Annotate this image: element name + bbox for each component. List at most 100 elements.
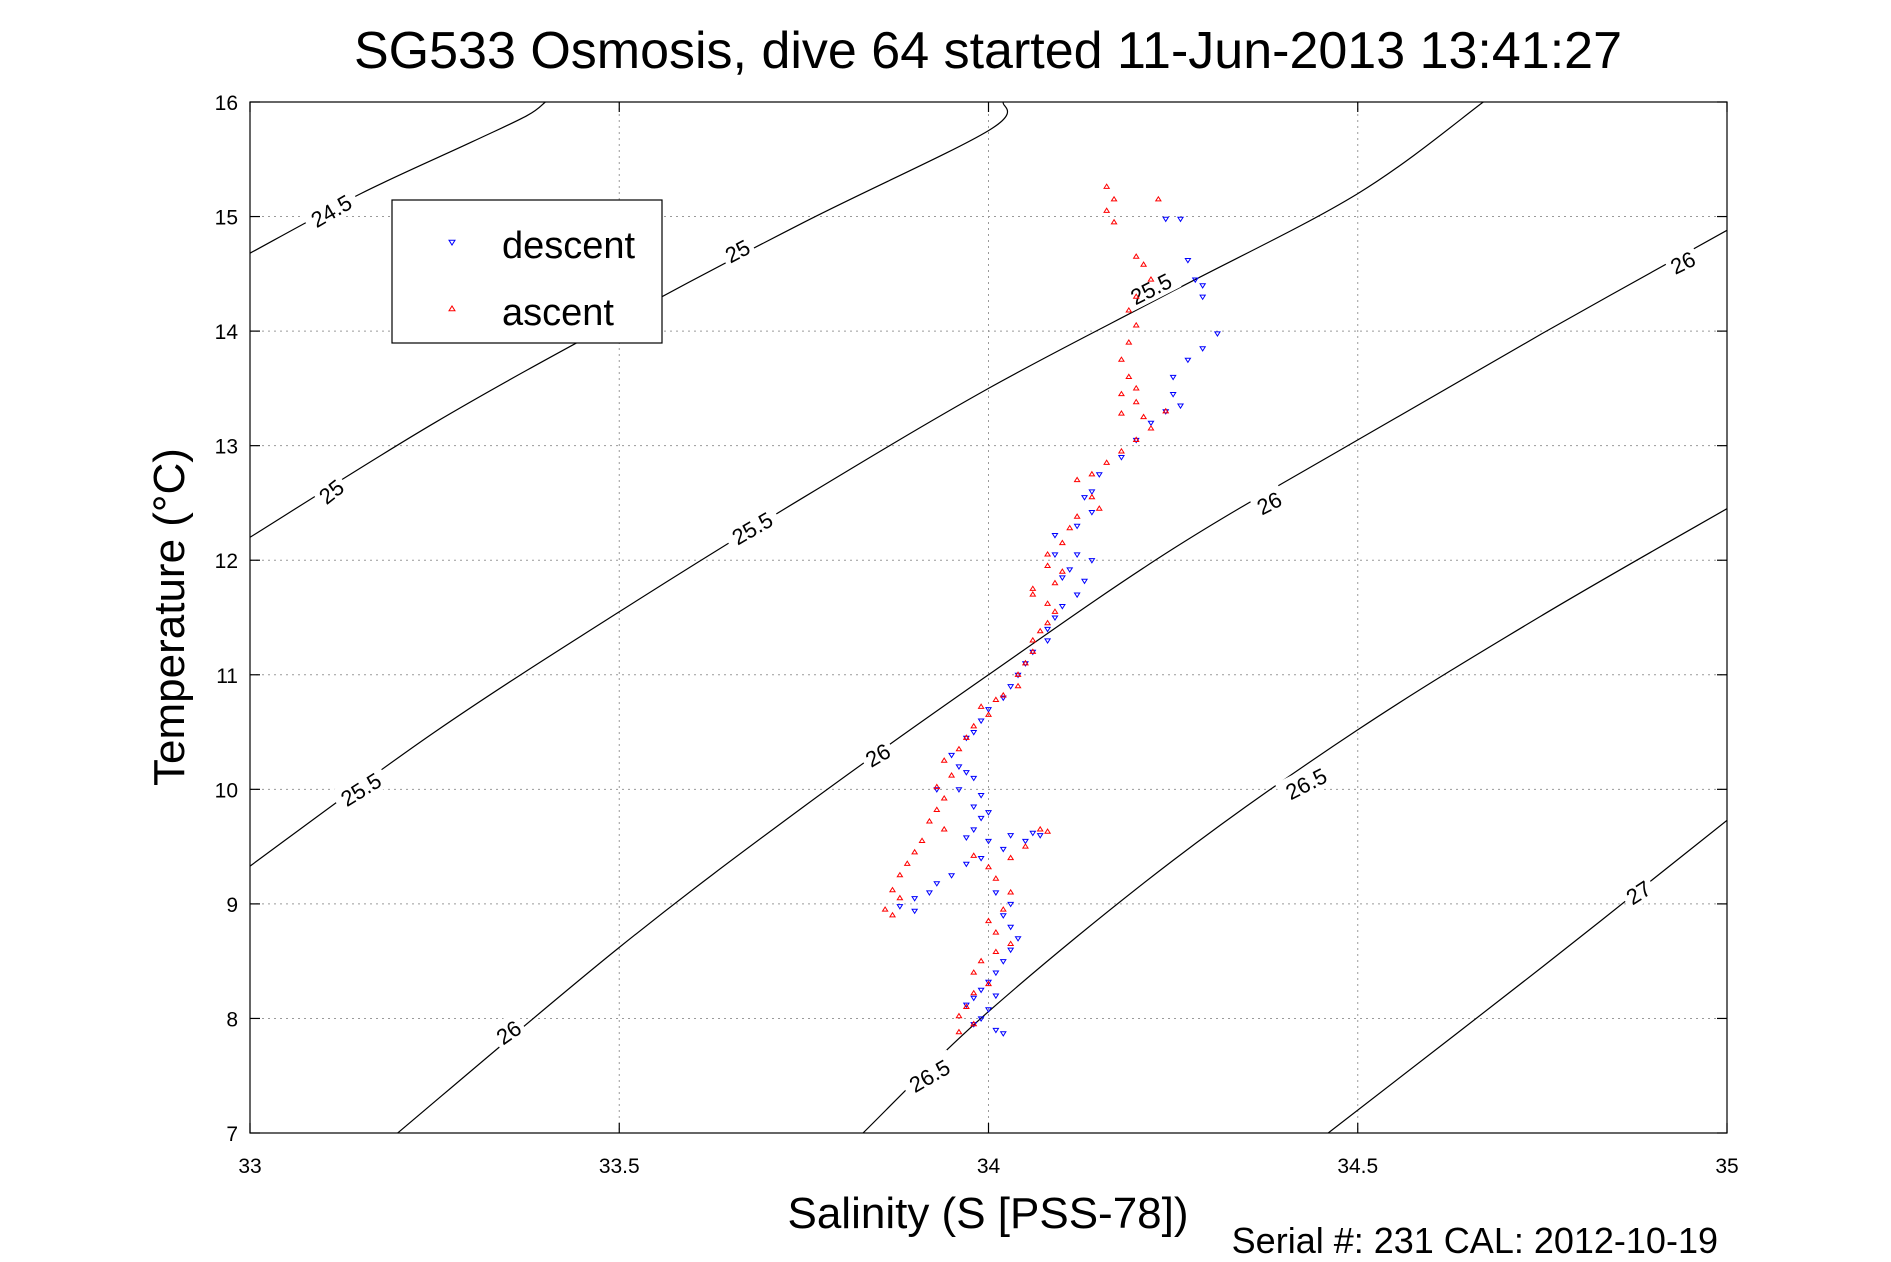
point-ascent — [1095, 505, 1103, 511]
point-descent — [977, 815, 985, 822]
point-descent — [948, 873, 956, 879]
point-ascent — [1029, 636, 1037, 643]
legend-marker-ascent — [448, 305, 456, 312]
point-descent — [1081, 495, 1089, 501]
point-descent — [962, 735, 970, 742]
point-descent — [977, 987, 985, 994]
chart-title: SG533 Osmosis, dive 64 started 11-Jun-20… — [354, 22, 1622, 80]
x-axis-label: Salinity (S [PSS-78]) — [787, 1189, 1188, 1238]
point-descent — [1213, 331, 1221, 337]
point-descent — [1169, 374, 1177, 381]
point-ascent — [1125, 339, 1133, 345]
point-ascent — [903, 860, 911, 866]
point-descent — [977, 793, 985, 799]
point-descent — [1199, 283, 1207, 289]
point-ascent — [940, 794, 948, 801]
point-ascent — [1044, 600, 1052, 606]
point-ascent — [933, 783, 941, 790]
point-ascent — [1051, 579, 1059, 586]
point-ascent — [1044, 562, 1052, 569]
point-ascent — [1021, 659, 1029, 666]
contour-label-bg — [309, 470, 352, 511]
point-descent — [1007, 833, 1015, 839]
x-tick-label: 34.5 — [1337, 1155, 1378, 1178]
data-series — [881, 183, 1221, 1037]
point-descent — [992, 1027, 1000, 1034]
point-ascent — [1110, 195, 1118, 202]
point-ascent — [911, 848, 919, 855]
point-descent — [1029, 649, 1037, 656]
point-descent — [1095, 472, 1103, 478]
point-descent — [1007, 924, 1015, 931]
point-descent — [992, 993, 1000, 1000]
legend: descent ascent — [391, 199, 663, 344]
point-ascent — [984, 980, 993, 987]
y-tick-label: 7 — [226, 1123, 238, 1146]
point-ascent — [1051, 608, 1059, 614]
point-descent — [970, 775, 978, 782]
point-descent — [977, 856, 985, 862]
point-ascent — [977, 957, 985, 964]
point-ascent — [1103, 207, 1111, 213]
point-descent — [925, 890, 933, 896]
point-ascent — [962, 1003, 970, 1010]
contour-label-bg — [856, 734, 898, 774]
point-descent — [1147, 420, 1155, 427]
point-ascent — [1125, 306, 1133, 313]
y-tick-label: 8 — [226, 1008, 238, 1031]
point-descent — [933, 787, 941, 793]
point-ascent — [1147, 276, 1155, 282]
point-ascent — [1058, 539, 1066, 546]
legend-box — [391, 199, 663, 344]
point-descent — [1088, 558, 1096, 564]
legend-label-descent: descent — [502, 225, 636, 267]
contour-label-bg — [299, 184, 362, 236]
point-descent — [977, 1016, 985, 1022]
point-descent — [948, 752, 956, 759]
point-descent — [1051, 532, 1059, 539]
point-ascent — [1162, 407, 1170, 414]
x-tick-label: 34 — [977, 1155, 1001, 1178]
contour-label-bg — [1274, 758, 1337, 808]
point-ascent — [970, 722, 978, 729]
point-descent — [970, 729, 978, 736]
point-descent — [999, 913, 1007, 919]
contour-label-bg — [1248, 483, 1289, 521]
contour-label-bg — [716, 231, 758, 270]
point-descent — [999, 1031, 1007, 1037]
y-tick-label: 12 — [215, 550, 238, 573]
series-descent — [896, 216, 1221, 1037]
contour-line-26-5 — [862, 508, 1727, 1133]
point-ascent — [984, 863, 993, 870]
point-ascent — [1029, 585, 1037, 591]
point-ascent — [970, 1020, 978, 1027]
point-ascent — [970, 989, 978, 996]
point-ascent — [1132, 293, 1140, 299]
point-ascent — [992, 696, 1000, 703]
point-ascent — [1029, 648, 1037, 654]
point-descent — [1073, 592, 1081, 599]
point-descent — [984, 810, 993, 816]
point-ascent — [896, 871, 904, 878]
point-ascent — [940, 757, 948, 763]
point-descent — [1044, 626, 1052, 633]
point-descent — [1162, 409, 1170, 415]
point-ascent — [925, 817, 933, 824]
point-ascent — [1014, 682, 1022, 689]
point-ascent — [881, 906, 889, 912]
contour-label-bg — [720, 501, 783, 553]
contour-label-bg — [898, 1049, 960, 1101]
point-descent — [1088, 510, 1096, 516]
point-ascent — [1014, 671, 1022, 677]
point-ascent — [992, 875, 1000, 881]
point-ascent — [1044, 550, 1052, 557]
point-ascent — [1110, 218, 1118, 225]
point-ascent — [1044, 828, 1052, 834]
point-ascent — [1073, 476, 1081, 483]
point-descent — [911, 908, 919, 915]
axis-ticks: 33 33.5 34 34.5 35 7 8 9 10 11 12 13 14 15 16 — [215, 92, 1739, 1178]
point-descent — [970, 804, 978, 811]
point-ascent — [1021, 843, 1029, 849]
